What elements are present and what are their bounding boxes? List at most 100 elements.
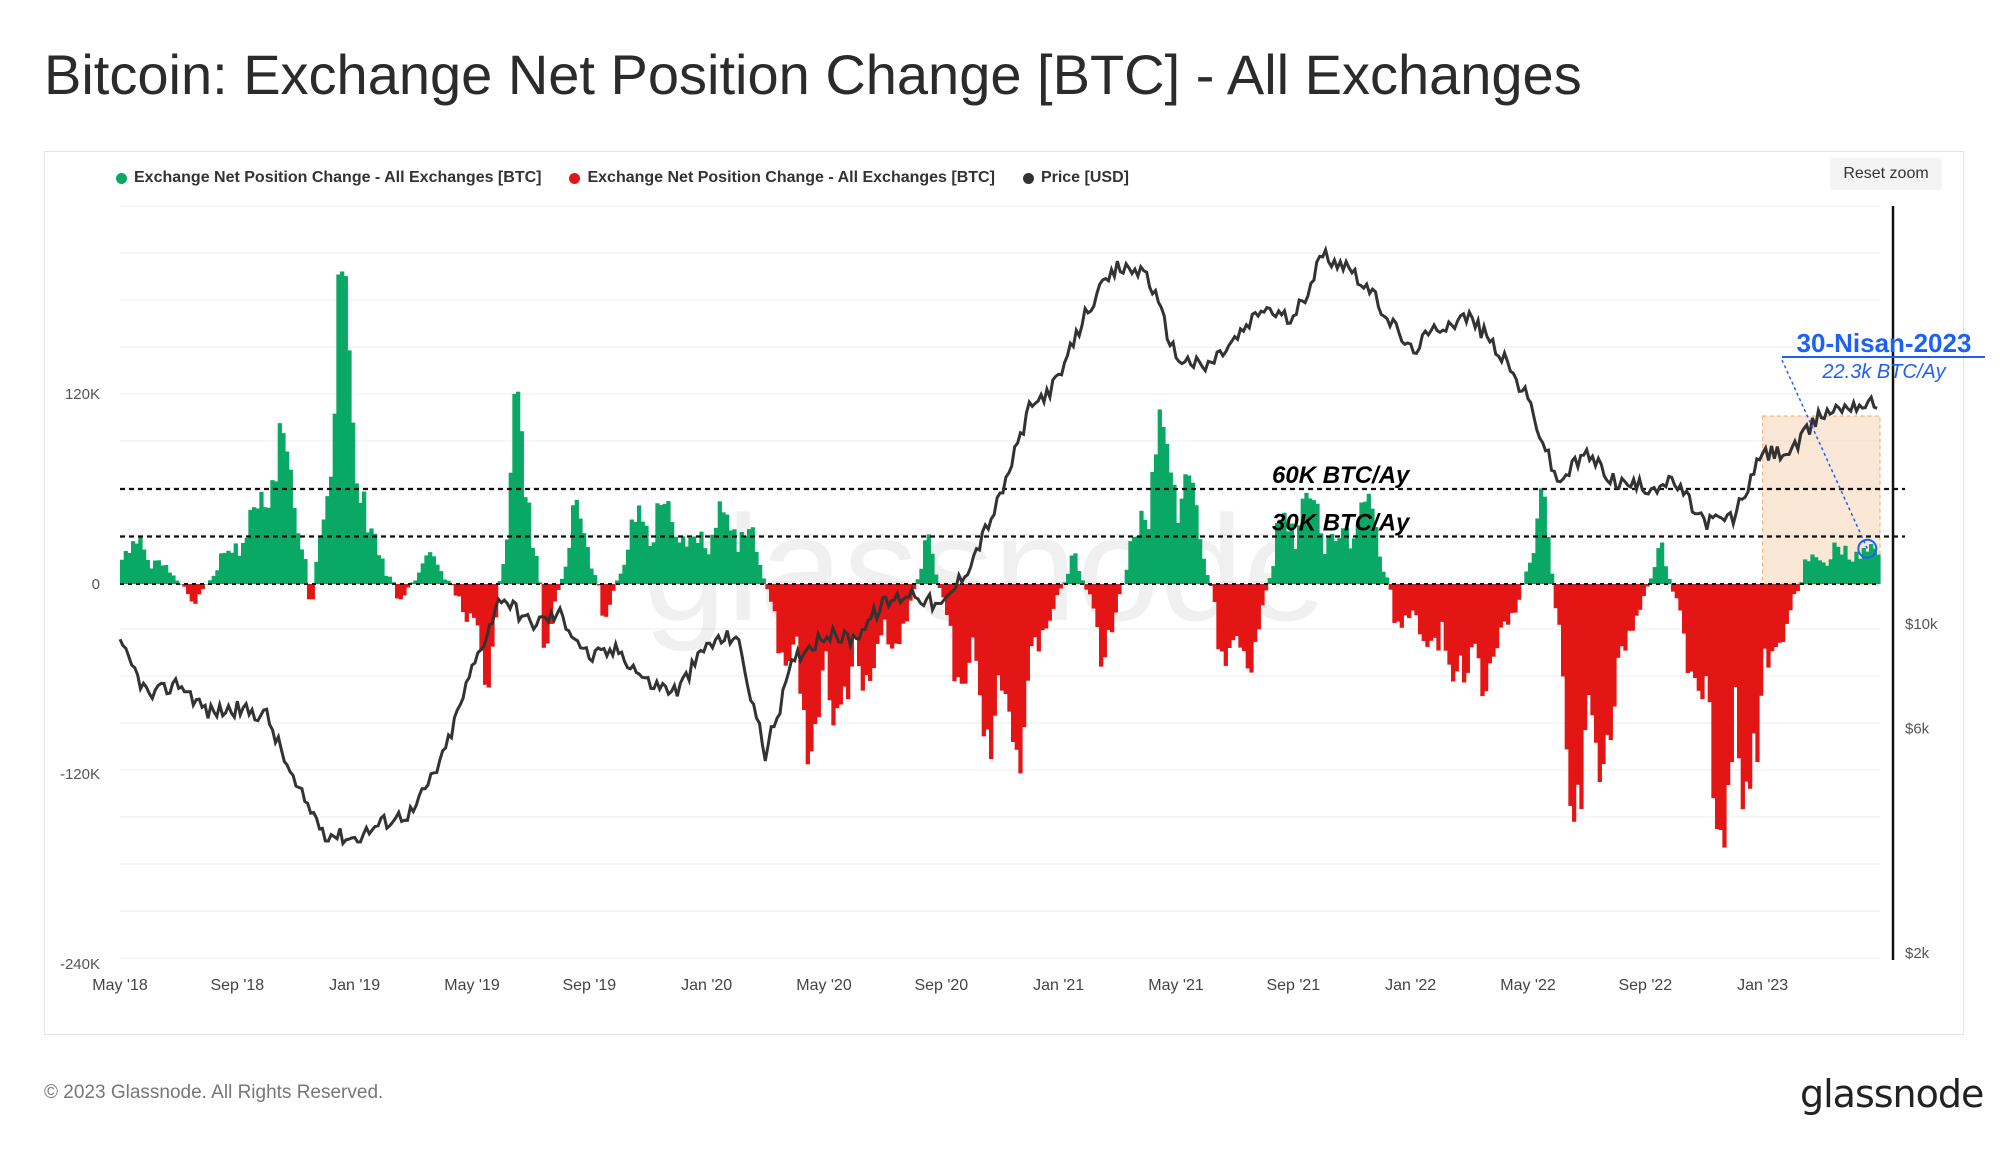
bar-negative: [1689, 584, 1694, 672]
bar-negative: [1561, 584, 1566, 677]
bar-positive: [626, 549, 631, 584]
bar-positive: [739, 531, 744, 584]
bar-negative: [1722, 584, 1727, 848]
bar-negative: [189, 584, 194, 602]
bar-positive: [1304, 492, 1309, 584]
bar-positive: [1080, 580, 1085, 584]
annotation: 30-Nisan-2023 22.3k BTC/Ay: [1781, 328, 1985, 559]
bar-positive: [343, 276, 348, 584]
bar-negative: [1040, 584, 1045, 631]
bar-positive: [332, 413, 337, 584]
bar-negative: [974, 584, 979, 661]
bar-negative: [1784, 584, 1789, 624]
legend-item-price[interactable]: Price [USD]: [1022, 166, 1129, 190]
bar-negative: [1575, 584, 1580, 785]
highlight-region: [1762, 415, 1881, 585]
bar-positive: [325, 496, 330, 584]
bar-positive: [530, 547, 535, 584]
bar-positive: [750, 527, 755, 584]
bar-negative: [765, 584, 770, 590]
bar-positive: [1359, 502, 1364, 584]
bar-positive: [153, 560, 158, 584]
bar-negative: [1564, 584, 1569, 750]
legend: Exchange Net Position Change - All Excha…: [116, 166, 1129, 190]
x-tick-label: Sep '19: [562, 977, 616, 994]
legend-item-net-position-positive[interactable]: Exchange Net Position Change - All Excha…: [116, 166, 541, 190]
bar-negative: [1454, 584, 1459, 672]
bar-positive: [1531, 553, 1536, 584]
bar-positive: [1139, 510, 1144, 584]
bar-negative: [890, 584, 895, 649]
reset-zoom-button[interactable]: Reset zoom: [1830, 158, 1942, 190]
bar-negative: [1737, 584, 1742, 759]
bar-negative: [1421, 584, 1426, 642]
bar-positive: [1183, 474, 1188, 584]
bar-positive: [648, 545, 653, 584]
bar-positive: [1348, 548, 1353, 584]
bar-negative: [1634, 584, 1639, 616]
bar-negative: [1253, 584, 1258, 642]
bar-negative: [776, 584, 781, 654]
bar-positive: [252, 507, 257, 584]
bar-negative: [1014, 584, 1019, 750]
bar-negative: [1729, 584, 1734, 763]
bar-positive: [1355, 524, 1360, 584]
bar-positive: [1326, 536, 1331, 584]
y2-tick-label: $6k: [1905, 720, 1930, 737]
bar-positive: [1528, 562, 1533, 584]
x-tick-label: May '18: [92, 977, 148, 994]
bar-positive: [721, 512, 726, 584]
x-tick-label: Sep '18: [210, 977, 264, 994]
bar-negative: [1473, 584, 1478, 644]
bar-negative: [1476, 584, 1481, 659]
bar-positive: [175, 580, 180, 584]
bar-negative: [937, 584, 942, 588]
bar-positive: [732, 529, 737, 584]
bar-positive: [255, 508, 260, 584]
bar-positive: [673, 536, 678, 584]
bar-negative: [1051, 584, 1056, 609]
bar-positive: [347, 350, 352, 584]
bar-positive: [644, 525, 649, 584]
legend-item-net-position-negative[interactable]: Exchange Net Position Change - All Excha…: [569, 166, 995, 190]
bar-negative: [963, 584, 968, 684]
bar-negative: [787, 584, 792, 662]
bar-negative: [1407, 584, 1412, 619]
bar-positive: [651, 542, 656, 584]
bar-negative: [1704, 584, 1709, 677]
bar-positive: [1854, 551, 1859, 584]
bar-negative: [600, 584, 605, 616]
bar-positive: [915, 579, 920, 584]
bar-negative: [978, 584, 983, 696]
annotation-marker: [1857, 538, 1878, 559]
bar-positive: [1828, 559, 1833, 584]
bar-negative: [1586, 584, 1591, 695]
bar-negative: [486, 584, 491, 688]
bar-negative: [989, 584, 994, 760]
bar-positive: [1542, 496, 1547, 584]
bar-positive: [684, 546, 689, 584]
bar-positive: [618, 573, 623, 584]
bar-negative: [912, 584, 917, 589]
bar-negative: [1612, 584, 1617, 707]
green-dot-icon: [116, 172, 127, 184]
bar-negative: [1619, 584, 1624, 647]
bar-negative: [1641, 584, 1646, 597]
bar-positive: [233, 543, 238, 584]
bar-negative: [1495, 584, 1500, 649]
bar-negative: [1227, 584, 1232, 648]
bar-negative: [1117, 584, 1122, 595]
bar-positive: [508, 472, 513, 584]
bar-positive: [688, 537, 693, 584]
bar-negative: [1095, 584, 1100, 628]
bar-negative: [1480, 584, 1485, 697]
bar-positive: [204, 584, 209, 585]
bar-positive: [1157, 409, 1162, 584]
bar-negative: [1579, 584, 1584, 809]
bar-positive: [244, 537, 249, 584]
x-tick-label: Jan '21: [1033, 977, 1084, 994]
bar-negative: [798, 584, 803, 694]
x-axis: May '18 Sep '18 Jan '19 May '19 Sep '19 Jan '…: [92, 977, 1788, 994]
bar-negative: [1392, 584, 1397, 624]
